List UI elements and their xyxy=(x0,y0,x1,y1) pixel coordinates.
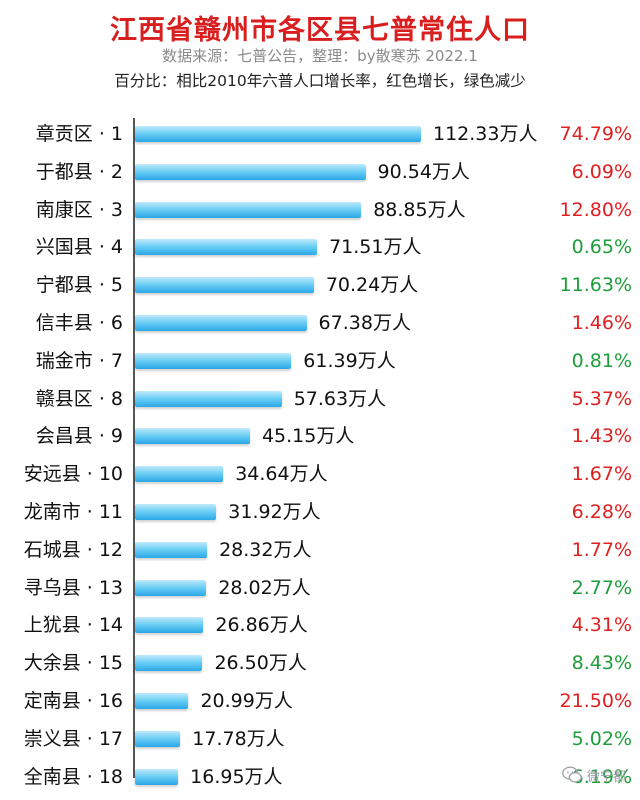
growth-label: 6.28% xyxy=(571,501,632,523)
growth-label: 1.67% xyxy=(571,463,632,486)
category-label: 石城县 · 12 xyxy=(23,538,123,561)
bar xyxy=(135,315,307,331)
value-label: 88.85万人 xyxy=(373,198,466,221)
bar xyxy=(135,768,179,785)
chart-note: 百分比：相比2010年六普人口增长率，红色增长，绿色减少 xyxy=(114,72,526,90)
bar xyxy=(135,163,366,180)
value-label: 16.95万人 xyxy=(190,765,283,788)
bar-row: 宁都县 · 5 70.24万人 11.63% xyxy=(0,267,640,304)
watermark-text: 微宁都 xyxy=(586,769,626,785)
growth-label: 5.02% xyxy=(571,727,632,750)
value-label: 67.38万人 xyxy=(318,312,411,334)
category-label: 瑞金市 · 7 xyxy=(35,349,123,372)
bar-row: 赣县区 · 8 57.63万人 5.37% xyxy=(0,381,640,418)
growth-label: 11.63% xyxy=(559,274,632,297)
category-label: 赣县区 · 8 xyxy=(35,387,123,410)
bar-row: 石城县 · 12 28.32万人 1.77% xyxy=(0,532,640,569)
bar xyxy=(135,466,224,483)
value-label: 20.99万人 xyxy=(200,690,293,712)
growth-label: 6.19% xyxy=(571,765,632,788)
growth-label: 0.65% xyxy=(571,236,632,259)
category-label: 寻乌县 · 13 xyxy=(23,576,123,599)
category-label: 信丰县 · 6 xyxy=(35,312,123,334)
bar xyxy=(135,617,204,634)
value-label: 71.51万人 xyxy=(329,236,422,259)
category-label: 南康区 · 3 xyxy=(35,198,123,221)
bar-row: 会昌县 · 9 45.15万人 1.43% xyxy=(0,418,640,455)
category-label: 章贡区 · 1 xyxy=(35,123,123,145)
bar xyxy=(135,730,181,747)
bar-row: 兴国县 · 4 71.51万人 0.65% xyxy=(0,229,640,266)
bar-row: 全南县 · 18 16.95万人 6.19% xyxy=(0,759,640,796)
value-label: 61.39万人 xyxy=(303,349,396,372)
category-label: 上犹县 · 14 xyxy=(23,614,123,637)
growth-label: 1.43% xyxy=(571,425,632,448)
bar-row: 崇义县 · 17 17.78万人 5.02% xyxy=(0,721,640,758)
bar xyxy=(135,579,207,596)
bar xyxy=(135,541,208,558)
bar-row: 于都县 · 2 90.54万人 6.09% xyxy=(0,154,640,191)
value-label: 28.02万人 xyxy=(218,576,311,599)
bar xyxy=(135,504,217,520)
bar xyxy=(135,126,421,142)
growth-label: 4.31% xyxy=(571,614,632,637)
value-label: 26.86万人 xyxy=(215,614,308,637)
watermark: 微宁都 xyxy=(561,763,626,787)
category-label: 大余县 · 15 xyxy=(23,652,123,675)
bar-row: 信丰县 · 6 67.38万人 1.46% xyxy=(0,305,640,342)
bar-row: 瑞金市 · 7 61.39万人 0.81% xyxy=(0,343,640,380)
chart-title: 江西省赣州市各区县七普常住人口 xyxy=(110,15,530,46)
value-label: 45.15万人 xyxy=(261,425,355,448)
growth-label: 74.79% xyxy=(559,123,632,145)
category-label: 安远县 · 10 xyxy=(23,463,123,486)
bar-row: 龙南市 · 11 31.92万人 6.28% xyxy=(0,494,640,531)
value-label: 70.24万人 xyxy=(325,274,419,297)
bar-row: 安远县 · 10 34.64万人 1.67% xyxy=(0,456,640,493)
category-label: 龙南市 · 11 xyxy=(23,501,123,523)
bar-row: 章贡区 · 1 112.33万人 74.79% xyxy=(0,116,640,153)
bar xyxy=(135,428,250,445)
bar-row: 南康区 · 3 88.85万人 12.80% xyxy=(0,192,640,229)
value-label: 34.64万人 xyxy=(235,463,328,486)
growth-label: 21.50% xyxy=(559,690,632,712)
bar xyxy=(135,277,314,294)
bar-row: 上犹县 · 14 26.86万人 4.31% xyxy=(0,607,640,644)
bar-row: 寻乌县 · 13 28.02万人 2.77% xyxy=(0,570,640,607)
category-label: 全南县 · 18 xyxy=(23,765,123,788)
growth-label: 1.46% xyxy=(571,312,632,334)
value-label: 57.63万人 xyxy=(293,387,387,410)
bar-row: 定南县 · 16 20.99万人 21.50% xyxy=(0,683,640,720)
growth-label: 5.37% xyxy=(571,387,632,410)
wechat-icon xyxy=(562,766,582,783)
category-label: 崇义县 · 17 xyxy=(23,727,123,750)
value-label: 31.92万人 xyxy=(228,501,321,523)
bar xyxy=(135,201,362,218)
growth-label: 2.77% xyxy=(571,576,632,599)
bar xyxy=(135,390,282,407)
category-label: 定南县 · 16 xyxy=(23,690,123,712)
category-label: 宁都县 · 5 xyxy=(35,274,123,297)
growth-label: 6.09% xyxy=(571,160,632,183)
chart-subtitle: 数据来源：七普公告，整理：by散寒苏 2022.1 xyxy=(162,47,478,65)
y-axis-line xyxy=(133,118,135,778)
bar-row: 大余县 · 15 26.50万人 8.43% xyxy=(0,645,640,682)
growth-label: 0.81% xyxy=(571,349,632,372)
bar xyxy=(135,693,189,709)
value-label: 112.33万人 xyxy=(433,123,538,145)
category-label: 会昌县 · 9 xyxy=(35,425,123,448)
value-label: 26.50万人 xyxy=(214,652,307,675)
growth-label: 12.80% xyxy=(559,198,632,221)
value-label: 17.78万人 xyxy=(192,727,285,750)
value-label: 90.54万人 xyxy=(377,160,470,183)
category-label: 于都县 · 2 xyxy=(35,160,123,183)
value-label: 28.32万人 xyxy=(219,538,312,561)
growth-label: 8.43% xyxy=(571,652,632,675)
bar xyxy=(135,239,318,256)
growth-label: 1.77% xyxy=(571,538,632,561)
bar xyxy=(135,352,292,369)
category-label: 兴国县 · 4 xyxy=(35,236,123,259)
bar xyxy=(135,655,203,672)
